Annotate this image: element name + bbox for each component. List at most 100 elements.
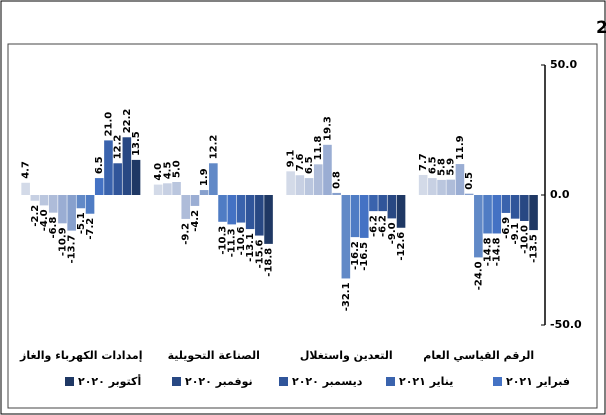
bar xyxy=(446,179,456,195)
bar xyxy=(510,195,520,219)
value-label: -14.8 xyxy=(492,237,503,266)
value-label: -4.2 xyxy=(190,210,201,232)
value-label: -9.0 xyxy=(387,222,398,244)
value-label: -10.6 xyxy=(236,227,247,256)
bar xyxy=(190,195,200,206)
bar xyxy=(428,178,437,195)
bar xyxy=(39,195,49,206)
value-label: 4.5 xyxy=(162,162,173,180)
legend-swatch xyxy=(386,377,395,386)
value-label: -10.9 xyxy=(57,227,68,256)
bar xyxy=(58,195,67,224)
value-label: -2.2 xyxy=(30,205,41,227)
bar xyxy=(48,195,58,213)
value-label: 0.5 xyxy=(464,172,475,190)
bar xyxy=(295,175,305,195)
legend-label: يناير ٢٠٢١ xyxy=(399,375,453,388)
value-label: 6.5 xyxy=(94,156,105,174)
value-label: 6.5 xyxy=(427,156,438,174)
legend-label: فبراير ٢٠٢١ xyxy=(506,375,570,388)
value-label: -7.2 xyxy=(85,218,96,240)
category-label: الصناعة التحويلية xyxy=(168,349,260,362)
bar xyxy=(350,195,360,238)
value-label: 12.2 xyxy=(208,135,219,160)
bar xyxy=(163,183,172,195)
bar xyxy=(341,195,351,279)
value-label: 11.8 xyxy=(313,136,324,161)
y-tick-label: 50.0 xyxy=(550,58,577,71)
bar xyxy=(286,171,295,195)
value-label: -13.1 xyxy=(245,233,256,262)
value-label: 11.9 xyxy=(455,135,466,160)
value-label: -16.2 xyxy=(350,241,361,270)
bar xyxy=(264,195,273,244)
value-label: -4.0 xyxy=(39,209,50,231)
bar xyxy=(474,195,483,258)
legend-label: ديسمبر ٢٠٢٠ xyxy=(292,375,363,388)
value-label: -11.3 xyxy=(227,228,238,257)
bar xyxy=(529,195,538,231)
bar xyxy=(199,190,209,195)
value-label: -18.8 xyxy=(264,248,275,277)
value-label: -6.8 xyxy=(48,217,59,239)
value-label: -24.0 xyxy=(473,261,484,290)
value-label: -12.6 xyxy=(396,232,407,261)
bar xyxy=(378,195,387,212)
bar xyxy=(359,195,369,238)
value-label: -6.2 xyxy=(368,215,379,237)
bar xyxy=(483,195,492,234)
bar xyxy=(245,195,255,230)
value-label: 0.8 xyxy=(332,171,343,189)
bar xyxy=(227,195,237,225)
value-label: -10.3 xyxy=(218,226,229,255)
value-label: 7.7 xyxy=(418,153,429,171)
bar xyxy=(113,163,122,195)
bar xyxy=(21,182,30,195)
value-label: -9.2 xyxy=(181,223,192,245)
bar xyxy=(181,195,191,219)
value-label: -32.1 xyxy=(341,282,352,311)
bar xyxy=(332,192,341,195)
bar xyxy=(501,195,511,213)
bar xyxy=(313,164,323,195)
value-label: 1.9 xyxy=(199,168,210,186)
legend-swatch xyxy=(279,377,288,386)
value-label: 21.0 xyxy=(103,112,114,137)
bar xyxy=(455,164,465,195)
category-label: الرقم القياسي العام xyxy=(423,349,534,362)
bar xyxy=(94,178,104,195)
chart-title: شكل2 . التغير السنوي للإنتاج الصناعي(%) … xyxy=(596,16,606,38)
bar xyxy=(236,195,246,223)
value-label: 6.5 xyxy=(304,156,315,174)
value-label: 19.3 xyxy=(322,116,333,141)
bar xyxy=(153,184,163,195)
legend-label: أكتوبر ٢٠٢٠ xyxy=(78,374,141,388)
value-label: -13.5 xyxy=(529,234,540,263)
bar xyxy=(122,137,132,195)
value-label: 9.1 xyxy=(286,150,297,168)
bar xyxy=(218,195,227,222)
bar xyxy=(172,182,181,195)
legend-label: نوفمبر ٢٠٢٠ xyxy=(185,375,253,388)
bar xyxy=(464,193,474,195)
bar xyxy=(304,178,314,195)
y-tick-label: -50.0 xyxy=(550,318,582,331)
bar xyxy=(396,195,406,228)
value-label: -9.1 xyxy=(510,223,521,245)
value-label: -15.6 xyxy=(254,240,265,269)
category-label: التعدين واستغلال xyxy=(300,349,393,362)
plot-frame xyxy=(7,43,598,409)
bar xyxy=(209,163,218,195)
value-label: 7.6 xyxy=(295,153,306,171)
bar xyxy=(131,159,141,195)
bar xyxy=(437,179,446,195)
value-label: 13.5 xyxy=(131,131,142,156)
legend-swatch xyxy=(172,377,181,386)
value-label: 4.7 xyxy=(21,161,32,179)
value-label: 22.2 xyxy=(122,109,133,134)
value-label: 4.0 xyxy=(153,163,164,181)
bar xyxy=(85,195,95,214)
value-label: -5.1 xyxy=(76,212,87,234)
bar xyxy=(520,195,529,221)
